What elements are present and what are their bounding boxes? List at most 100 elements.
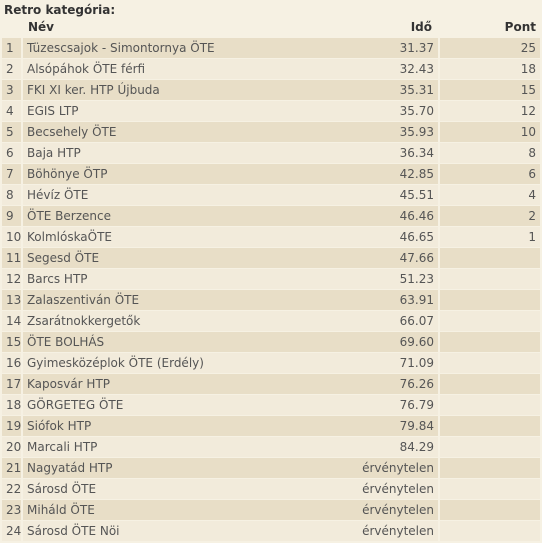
table-row: 17 Kaposvár HTP 76.26: [2, 374, 540, 394]
pont-cell: [440, 416, 540, 436]
time-cell: 31.37: [333, 38, 438, 58]
table-row: 24 Sárosd ÖTE Nöi érvénytelen: [2, 521, 540, 541]
time-cell: 76.26: [333, 374, 438, 394]
name-cell: Gyimesközéplok ÖTE (Erdély): [23, 353, 333, 373]
pont-cell: [440, 353, 540, 373]
time-cell: 47.66: [333, 248, 438, 268]
rank-cell: 21: [2, 458, 21, 478]
time-cell: 63.91: [333, 290, 438, 310]
pont-cell: [440, 374, 540, 394]
time-cell: 36.34: [333, 143, 438, 163]
header-name: Név: [28, 20, 55, 34]
table-row: 3 FKI XI ker. HTP Újbuda 35.31 15: [2, 80, 540, 100]
pont-cell: 18: [440, 59, 540, 79]
table-row: 11 Segesd ÖTE 47.66: [2, 248, 540, 268]
rank-cell: 12: [2, 269, 21, 289]
pont-cell: 1: [440, 227, 540, 247]
pont-cell: 4: [440, 185, 540, 205]
rank-cell: 2: [2, 59, 21, 79]
table-row: 6 Baja HTP 36.34 8: [2, 143, 540, 163]
header-time: Idő: [410, 20, 432, 34]
rank-cell: 4: [2, 101, 21, 121]
table-row: 21 Nagyatád HTP érvénytelen: [2, 458, 540, 478]
table-row: 18 GÖRGETEG ÖTE 76.79: [2, 395, 540, 415]
header-points: Pont: [504, 20, 536, 34]
table-row: 14 Zsarátnokkergetők 66.07: [2, 311, 540, 331]
time-cell: 79.84: [333, 416, 438, 436]
table-row: 13 Zalaszentiván ÖTE 63.91: [2, 290, 540, 310]
pont-cell: [440, 437, 540, 457]
rank-cell: 19: [2, 416, 21, 436]
name-cell: Segesd ÖTE: [23, 248, 333, 268]
rank-cell: 14: [2, 311, 21, 331]
name-cell: ÖTE Berzence: [23, 206, 333, 226]
title: Retro kategória:: [4, 3, 116, 17]
name-cell: Nagyatád HTP: [23, 458, 333, 478]
name-cell: EGIS LTP: [23, 101, 333, 121]
table-row: 15 ÖTE BOLHÁS 69.60: [2, 332, 540, 352]
name-cell: Hévíz ÖTE: [23, 185, 333, 205]
rank-cell: 10: [2, 227, 21, 247]
name-cell: Marcali HTP: [23, 437, 333, 457]
pont-cell: [440, 521, 540, 541]
time-cell: érvénytelen: [333, 479, 438, 499]
table-row: 4 EGIS LTP 35.70 12: [2, 101, 540, 121]
rank-cell: 20: [2, 437, 21, 457]
name-cell: ÖTE BOLHÁS: [23, 332, 333, 352]
name-cell: Siófok HTP: [23, 416, 333, 436]
pont-cell: [440, 479, 540, 499]
table-row: 5 Becsehely ÖTE 35.93 10: [2, 122, 540, 142]
name-cell: Miháld ÖTE: [23, 500, 333, 520]
name-cell: Sárosd ÖTE: [23, 479, 333, 499]
time-cell: érvénytelen: [333, 521, 438, 541]
pont-cell: [440, 500, 540, 520]
time-cell: 66.07: [333, 311, 438, 331]
table-row: 20 Marcali HTP 84.29: [2, 437, 540, 457]
rank-cell: 1: [2, 38, 21, 58]
time-cell: 69.60: [333, 332, 438, 352]
rank-cell: 13: [2, 290, 21, 310]
rank-cell: 22: [2, 479, 21, 499]
time-cell: 71.09: [333, 353, 438, 373]
name-cell: Tüzescsajok - Simontornya ÖTE: [23, 38, 333, 58]
name-cell: Zalaszentiván ÖTE: [23, 290, 333, 310]
pont-cell: [440, 248, 540, 268]
pont-cell: [440, 332, 540, 352]
time-cell: 45.51: [333, 185, 438, 205]
time-cell: 35.31: [333, 80, 438, 100]
pont-cell: [440, 458, 540, 478]
pont-cell: 8: [440, 143, 540, 163]
rank-cell: 3: [2, 80, 21, 100]
rank-cell: 24: [2, 521, 21, 541]
rank-cell: 9: [2, 206, 21, 226]
table-row: 7 Böhönye ÖTP 42.85 6: [2, 164, 540, 184]
rank-cell: 11: [2, 248, 21, 268]
name-cell: Zsarátnokkergetők: [23, 311, 333, 331]
pont-cell: [440, 290, 540, 310]
pont-cell: [440, 395, 540, 415]
table-row: 2 Alsópáhok ÖTE férfi 32.43 18: [2, 59, 540, 79]
table-row: 23 Miháld ÖTE érvénytelen: [2, 500, 540, 520]
name-cell: GÖRGETEG ÖTE: [23, 395, 333, 415]
table-row: 10 KolmlóskaÖTE 46.65 1: [2, 227, 540, 247]
rank-cell: 5: [2, 122, 21, 142]
pont-cell: 6: [440, 164, 540, 184]
pont-cell: [440, 269, 540, 289]
name-cell: FKI XI ker. HTP Újbuda: [23, 80, 333, 100]
name-cell: Becsehely ÖTE: [23, 122, 333, 142]
rank-cell: 7: [2, 164, 21, 184]
pont-cell: 2: [440, 206, 540, 226]
name-cell: Alsópáhok ÖTE férfi: [23, 59, 333, 79]
rank-cell: 17: [2, 374, 21, 394]
name-cell: Böhönye ÖTP: [23, 164, 333, 184]
pont-cell: 25: [440, 38, 540, 58]
time-cell: 35.70: [333, 101, 438, 121]
time-cell: 76.79: [333, 395, 438, 415]
pont-cell: 12: [440, 101, 540, 121]
pont-cell: 15: [440, 80, 540, 100]
name-cell: Barcs HTP: [23, 269, 333, 289]
pont-cell: 10: [440, 122, 540, 142]
time-cell: 84.29: [333, 437, 438, 457]
rank-cell: 6: [2, 143, 21, 163]
